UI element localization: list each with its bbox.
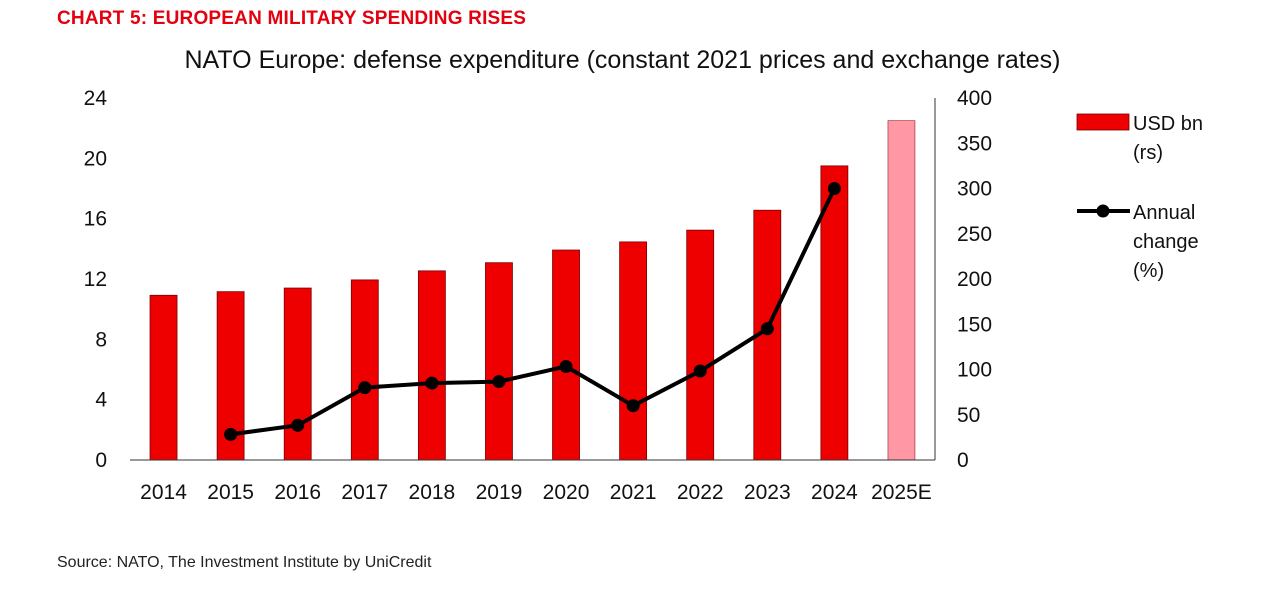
bar-2021 [619, 241, 648, 461]
right-axis-tick: 150 [957, 313, 992, 336]
right-axis-tick: 0 [957, 449, 969, 472]
bar-2025E [887, 120, 916, 461]
x-axis-tick-2024: 2024 [811, 481, 858, 504]
point-2020 [559, 359, 573, 373]
chart-legend: USD bn (rs) Annual change (%) [1076, 113, 1203, 282]
point-2023 [760, 322, 774, 336]
x-axis-tick-2025E: 2025E [871, 481, 932, 504]
legend-label-bars: (rs) [1133, 142, 1163, 164]
bar-2014 [149, 294, 178, 461]
x-axis-tick-2015: 2015 [207, 481, 254, 504]
x-axis-tick-2020: 2020 [543, 481, 590, 504]
right-axis-tick: 400 [957, 87, 992, 110]
bar-2020 [552, 249, 580, 461]
legend-label-bars: USD bn [1133, 113, 1203, 135]
annual-change-line [230, 187, 837, 437]
line-series [224, 182, 841, 441]
bar-2016 [283, 287, 312, 461]
legend-label-line: (%) [1133, 260, 1164, 282]
chart-heading: CHART 5: EUROPEAN MILITARY SPENDING RISE… [57, 8, 527, 29]
bar-2018 [417, 270, 446, 461]
legend-marker-line [1096, 204, 1110, 218]
x-axis-tick-2022: 2022 [677, 481, 724, 504]
x-axis-tick-2023: 2023 [744, 481, 791, 504]
x-axis-tick-2017: 2017 [341, 481, 388, 504]
x-axis-tick-2019: 2019 [476, 481, 523, 504]
right-axis-tick: 50 [957, 404, 980, 427]
x-axis-tick-2016: 2016 [274, 481, 321, 504]
point-2016 [291, 418, 305, 432]
left-axis-tick: 20 [84, 147, 107, 170]
point-2017 [358, 381, 372, 395]
point-2021 [626, 399, 640, 413]
point-2015 [224, 427, 238, 441]
bar-2019 [485, 262, 513, 461]
x-axis-tick-2021: 2021 [610, 481, 657, 504]
right-axis-tick: 300 [957, 178, 992, 201]
point-2022 [693, 364, 707, 378]
source-note: Source: NATO, The Investment Institute b… [57, 554, 432, 571]
right-axis-tick: 100 [957, 359, 992, 382]
left-axis-tick: 12 [84, 268, 107, 291]
legend-label-line: change [1133, 231, 1199, 253]
legend-swatch-bars [1076, 113, 1130, 131]
bar-series [149, 120, 916, 461]
right-axis-tick: 200 [957, 268, 992, 291]
left-axis-tick: 0 [95, 449, 107, 472]
left-axis-tick: 8 [95, 328, 107, 351]
chart-title: NATO Europe: defense expenditure (consta… [184, 46, 1061, 74]
right-axis-tick: 350 [957, 132, 992, 155]
left-axis-tick: 16 [84, 208, 107, 231]
x-axis-tick-2014: 2014 [140, 481, 187, 504]
legend-label-line: Annual [1133, 202, 1195, 224]
chart-axes [130, 98, 936, 461]
point-2018 [425, 376, 439, 390]
right-axis-tick: 250 [957, 223, 992, 246]
left-axis-tick: 4 [95, 389, 107, 412]
point-2024 [827, 182, 841, 195]
left-axis-tick: 24 [84, 87, 108, 110]
bar-2017 [350, 279, 379, 461]
point-2019 [492, 375, 506, 389]
x-axis-tick-2018: 2018 [409, 481, 456, 504]
bar-2022 [686, 229, 715, 461]
